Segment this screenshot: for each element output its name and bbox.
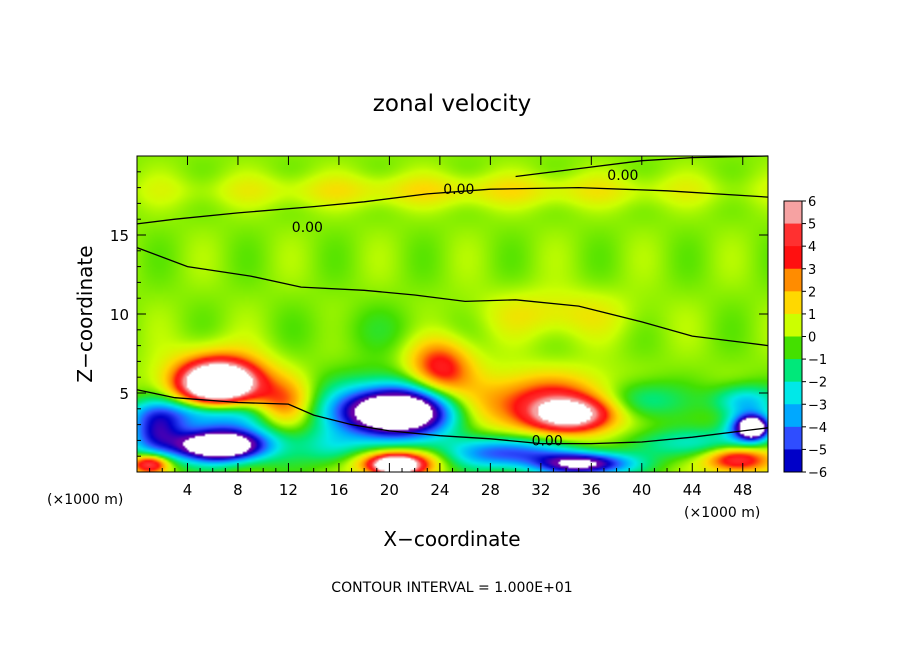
colorbar-swatch [784,246,802,270]
colorbar: 6 5 4 3 2 1 0 −1 −2 −3 −4 −5 −6 [783,195,827,481]
x-tick-label: 36 [582,481,601,499]
x-unit-left: (×1000 m) [47,492,123,508]
colorbar-swatch [784,268,802,292]
colorbar-label: −6 [808,466,827,481]
y-tick-label: 15 [110,227,129,245]
colorbar-label: −2 [808,376,827,391]
contour-line [136,186,769,225]
colorbar-swatch [784,223,802,247]
colorbar-label: 1 [808,308,816,323]
colorbar-swatch [784,359,802,383]
x-tick-label: 4 [183,481,193,499]
colorbar-swatch [784,426,802,450]
heatmap-field [137,156,768,472]
x-tick-label: 24 [430,481,449,499]
x-unit-right: (×1000 m) [684,505,760,521]
x-tick-label: 12 [279,481,298,499]
colorbar-label: −1 [808,353,827,368]
y-tick-label: 10 [110,306,129,324]
x-tick-label: 48 [733,481,752,499]
contour-label: 0.00 [292,220,323,236]
x-tick-label: 40 [632,481,651,499]
contour-lines: 0.00 0.00 0.00 0.00 [136,155,769,449]
colorbar-swatch [784,201,802,225]
colorbar-swatch [784,381,802,405]
colorbar-swatch [784,404,802,428]
x-tick-label: 44 [683,481,702,499]
colorbar-swatch [784,313,802,337]
x-tick-label: 28 [481,481,500,499]
plot-frame [136,155,769,473]
y-tick-label: 5 [119,385,129,403]
colorbar-swatch [784,336,802,360]
colorbar-label: −4 [808,421,827,436]
colorbar-label: −5 [808,443,827,458]
x-tick-label: 16 [329,481,348,499]
contour-label: 0.00 [607,168,638,184]
contour-label: 0.00 [443,182,474,198]
colorbar-label: 0 [808,331,816,346]
plot-area: 0.000.000.000.00 4 8 12 16 20 24 28 32 36 40 44 485… [110,155,769,499]
colorbar-label: −3 [808,398,827,413]
y-axis-label: Z−coordinate [73,245,97,382]
colorbar-swatch [784,291,802,315]
x-axis-label: X−coordinate [383,527,520,551]
x-tick-label: 32 [531,481,550,499]
colorbar-label: 2 [808,285,816,300]
colorbar-label: 4 [808,240,816,255]
x-tick-label: 20 [380,481,399,499]
x-tick-label: 8 [233,481,243,499]
contour-interval-note: CONTOUR INTERVAL = 1.000E+01 [331,580,572,596]
colorbar-label: 5 [808,218,816,233]
colorbar-label: 3 [808,263,816,278]
contour-line [136,246,769,347]
colorbar-swatch [784,449,802,473]
colorbar-label: 6 [808,195,816,210]
contour-line [136,389,769,445]
chart-title: zonal velocity [373,91,531,117]
contour-label: 0.00 [532,433,563,449]
